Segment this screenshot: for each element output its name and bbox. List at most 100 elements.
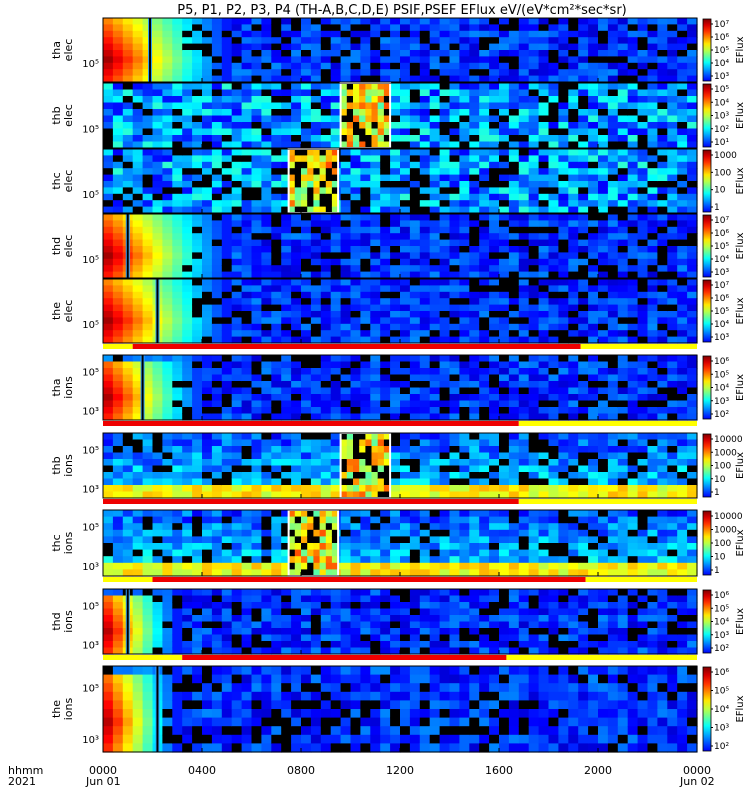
spectrogram-cell [113, 401, 124, 408]
spectrogram-cell [568, 375, 579, 382]
spectrogram-cell [172, 311, 183, 318]
spectrogram-cell [321, 472, 332, 479]
spectrogram-cell [202, 44, 213, 51]
spectrogram-cell [182, 50, 193, 57]
spectrogram-cell [499, 240, 510, 247]
spectrogram-cell [568, 285, 579, 292]
spectrogram-cell [420, 472, 431, 479]
spectrogram-cell [360, 175, 371, 182]
spectrogram-cell [182, 63, 193, 70]
spectrogram-cell [558, 227, 569, 234]
spectrogram-cell [558, 37, 569, 44]
spectrogram-cell [212, 305, 223, 312]
spectrogram-cell [232, 259, 243, 266]
spectrogram-cell [499, 265, 510, 272]
spectrogram-cell [430, 543, 441, 550]
spectrogram-cell [440, 433, 451, 440]
spectrogram-cell [103, 168, 114, 175]
spectrogram-cell [420, 181, 431, 188]
spectrogram-cell [469, 103, 480, 110]
spectrogram-cell [509, 459, 520, 466]
spectrogram-cell [252, 220, 263, 227]
spectrogram-cell [598, 122, 609, 129]
spectrogram-cell [123, 550, 134, 557]
spectrogram-cell [281, 69, 292, 76]
burst-cell [341, 103, 348, 110]
spectrogram-cell [172, 362, 183, 369]
spectrogram-cell [499, 305, 510, 312]
colorbar-tick-label: 100 [714, 462, 731, 472]
spectrogram-cell [618, 96, 629, 103]
spectrogram-cell [628, 375, 639, 382]
spectrogram-cell [539, 109, 550, 116]
spectrogram-cell [232, 459, 243, 466]
spectrogram-cell [153, 155, 164, 162]
spectrogram-cell [113, 292, 124, 299]
spectrogram-cell [232, 292, 243, 299]
spectrogram-cell [261, 24, 272, 31]
spectrogram-cell [133, 56, 144, 63]
spectrogram-cell [509, 122, 520, 129]
spectrogram-cell [529, 31, 540, 38]
spectrogram-cell [281, 129, 292, 136]
spectrogram-cell [103, 556, 114, 563]
spectrogram-cell [370, 227, 381, 234]
spectrogram-cell [549, 50, 560, 57]
spectrogram-cell [450, 96, 461, 103]
spectrogram-cell [489, 368, 500, 375]
spectrogram-cell [479, 305, 490, 312]
spectrogram-cell [271, 44, 282, 51]
spectrogram-cell [618, 56, 629, 63]
spectrogram-cell [271, 90, 282, 97]
spectrogram-cell [281, 135, 292, 142]
spectrogram-cell [618, 103, 629, 110]
spectrogram-cell [202, 472, 213, 479]
spectrogram-cell [311, 83, 322, 90]
spectrogram-cell [519, 122, 530, 129]
spectrogram-cell [162, 362, 173, 369]
spectrogram-cell [648, 103, 659, 110]
spectrogram-cell [380, 355, 391, 362]
spectrogram-cell [291, 394, 302, 401]
spectrogram-cell [608, 479, 619, 486]
spectrogram-cell [667, 168, 678, 175]
burst-cell [307, 175, 314, 182]
spectrogram-cell [321, 433, 332, 440]
spectrogram-cell [222, 265, 233, 272]
spectrogram-cell [628, 233, 639, 240]
spectrogram-cell [261, 37, 272, 44]
spectrogram-cell [182, 472, 193, 479]
spectrogram-cell [222, 18, 233, 25]
spectrogram-cell [143, 292, 154, 299]
spectrogram-cell [677, 446, 688, 453]
spectrogram-cell [519, 103, 530, 110]
spectrogram-cell [539, 472, 550, 479]
burst-cell [353, 433, 360, 440]
spectrogram-cell [113, 523, 124, 530]
spectrogram-cell [103, 214, 114, 221]
spectrogram-cell [143, 214, 154, 221]
spectrogram-cell [153, 446, 164, 453]
spectrogram-cell [459, 116, 470, 123]
spectrogram-cell [202, 168, 213, 175]
spectrogram-cell [133, 530, 144, 537]
spectrogram-cell [509, 407, 520, 414]
burst-cell [359, 103, 366, 110]
spectrogram-cell [539, 187, 550, 194]
spectrogram-cell [400, 556, 411, 563]
burst-cell [353, 122, 360, 129]
spectrogram-cell [479, 259, 490, 266]
spectrogram-cell [598, 433, 609, 440]
spectrogram-cell [638, 24, 649, 31]
spectrogram-cell [380, 279, 391, 286]
spectrogram-cell [687, 175, 698, 182]
spectrogram-cell [232, 175, 243, 182]
spectrogram-cell [638, 305, 649, 312]
spectrogram-cell [687, 69, 698, 76]
spectrogram-cell [549, 162, 560, 169]
spectrogram-cell [242, 446, 253, 453]
spectrogram-cell [311, 433, 322, 440]
spectrogram-cell [271, 556, 282, 563]
burst-cell [301, 181, 308, 188]
spectrogram-cell [212, 550, 223, 557]
